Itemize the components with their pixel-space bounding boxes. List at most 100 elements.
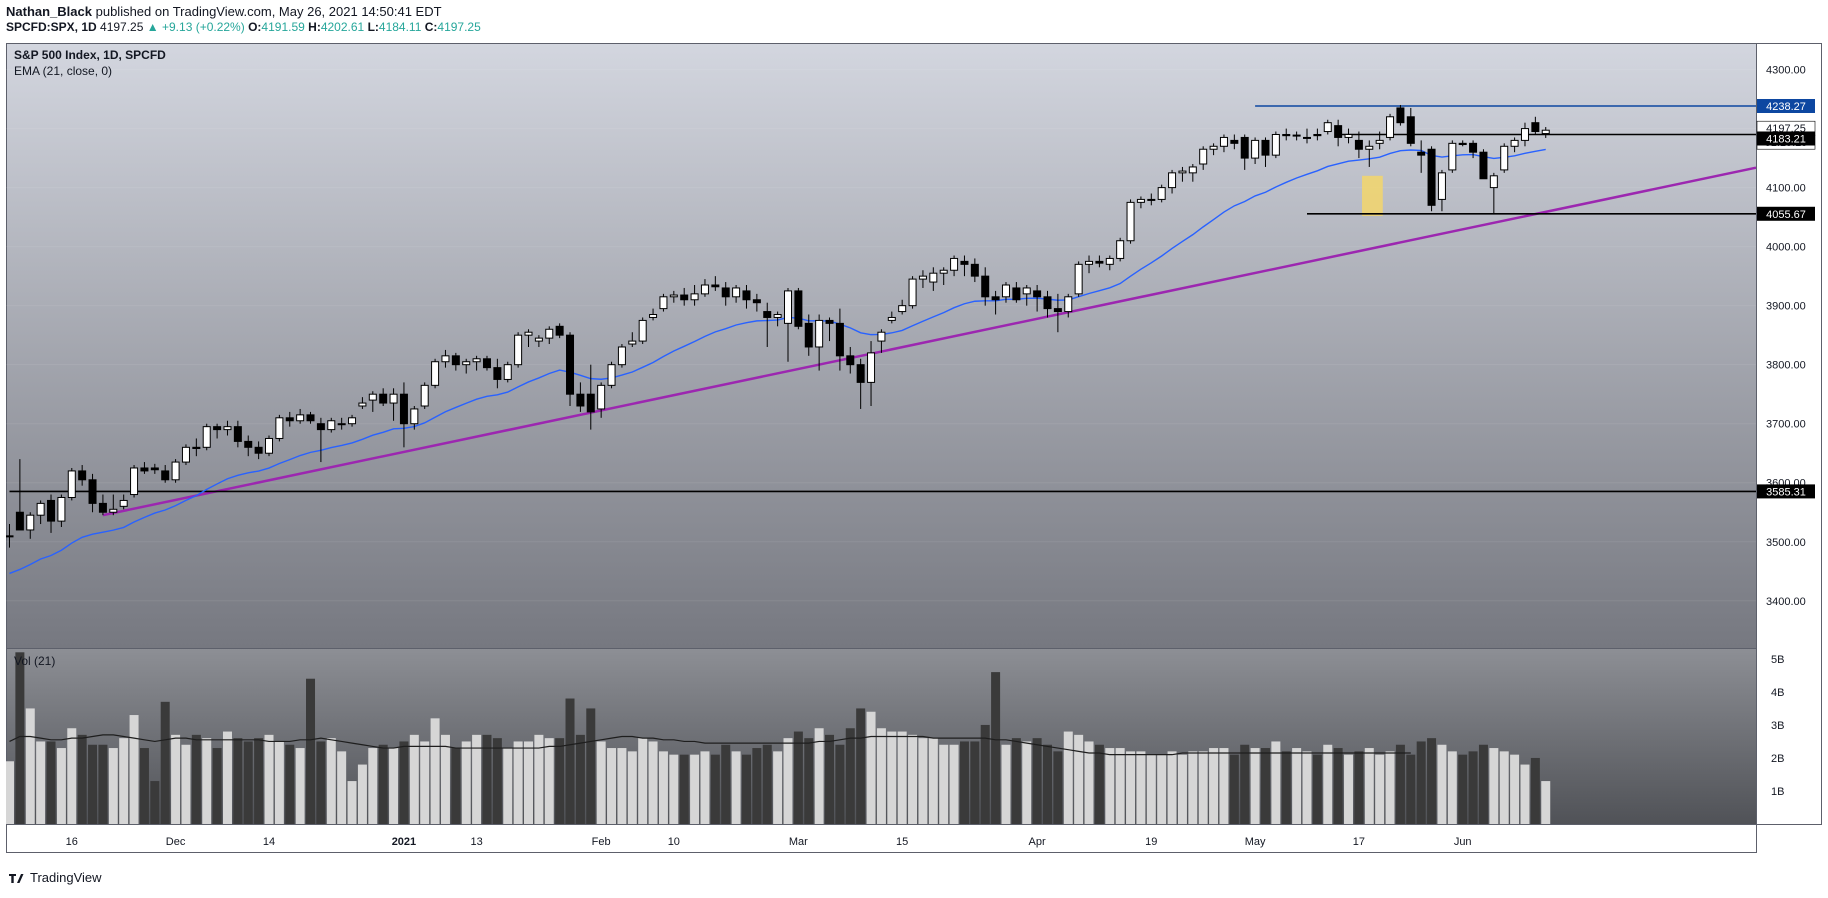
candle bbox=[285, 411, 294, 427]
candle bbox=[607, 361, 616, 389]
ema-legend: EMA (21, close, 0) bbox=[14, 64, 112, 78]
candle bbox=[109, 494, 118, 516]
candle-body bbox=[784, 290, 792, 324]
candle-body bbox=[669, 294, 678, 298]
price-chart[interactable]: 3400.003500.003600.003700.003800.003900.… bbox=[6, 43, 1822, 865]
volume-bar bbox=[1323, 744, 1333, 824]
volume-bar bbox=[638, 738, 648, 824]
candlesticks bbox=[6, 104, 1550, 548]
candle-body bbox=[659, 296, 668, 310]
high-value: 4202.61 bbox=[320, 20, 365, 34]
candle-body bbox=[929, 272, 938, 283]
candle bbox=[130, 465, 139, 498]
volume-bar bbox=[783, 738, 793, 824]
candle-body bbox=[161, 470, 170, 481]
candle-body bbox=[441, 355, 450, 363]
candle-body bbox=[877, 331, 886, 342]
candle-body bbox=[763, 311, 772, 318]
candle-body bbox=[721, 287, 730, 298]
candle bbox=[763, 302, 772, 347]
volume-bar bbox=[970, 741, 980, 824]
candle bbox=[431, 358, 440, 389]
candle-body bbox=[462, 361, 471, 366]
candle-body bbox=[57, 496, 66, 522]
candle bbox=[244, 435, 253, 457]
candle-body bbox=[1271, 133, 1280, 156]
candle bbox=[929, 267, 938, 291]
candle bbox=[1531, 116, 1540, 135]
candle bbox=[628, 332, 637, 347]
volume-bar bbox=[1385, 751, 1395, 824]
candle bbox=[254, 441, 263, 460]
volume-bar bbox=[866, 711, 876, 824]
price-label-text: 4238.27 bbox=[1766, 101, 1806, 113]
tradingview-footer[interactable]: TradingView bbox=[8, 870, 102, 885]
candle-body bbox=[316, 423, 325, 431]
price-label: 4055.67 bbox=[1757, 206, 1815, 221]
candle bbox=[991, 290, 1000, 315]
volume-bar bbox=[1240, 744, 1250, 824]
candle bbox=[690, 285, 699, 306]
time-axis[interactable] bbox=[6, 824, 1757, 853]
candle bbox=[939, 267, 948, 285]
volume-bar bbox=[1302, 751, 1312, 824]
candle bbox=[223, 420, 232, 436]
candle-body bbox=[1074, 263, 1083, 295]
candle bbox=[1136, 196, 1145, 209]
candle-body bbox=[6, 535, 14, 538]
candle-body bbox=[337, 423, 346, 426]
candle bbox=[1282, 128, 1291, 141]
candle bbox=[680, 287, 689, 306]
volume-tick-label: 1B bbox=[1771, 786, 1784, 798]
volume-bar bbox=[845, 728, 855, 824]
volume-bar bbox=[1395, 744, 1405, 824]
candle-body bbox=[1230, 139, 1239, 144]
candle bbox=[150, 463, 159, 474]
volume-bar bbox=[1271, 741, 1281, 824]
candle bbox=[36, 500, 45, 525]
candle bbox=[233, 420, 242, 448]
volume-bar bbox=[451, 748, 461, 824]
candle-body bbox=[1458, 142, 1467, 146]
candle bbox=[493, 358, 502, 389]
volume-bar bbox=[1146, 754, 1156, 824]
x-tick-label: 10 bbox=[668, 836, 680, 848]
candle-body bbox=[1469, 142, 1478, 153]
author-name[interactable]: Nathan_Black bbox=[6, 4, 92, 19]
candle bbox=[721, 282, 730, 306]
candle-body bbox=[1033, 290, 1042, 298]
volume-tick-label: 4B bbox=[1771, 687, 1784, 699]
volume-bar bbox=[565, 698, 575, 824]
volume-tick-label: 2B bbox=[1771, 753, 1784, 765]
candle-body bbox=[1053, 308, 1062, 313]
candle-body bbox=[119, 499, 128, 507]
y-tick-label: 3900.00 bbox=[1766, 301, 1806, 313]
candle bbox=[1012, 282, 1021, 303]
volume-bar bbox=[1032, 738, 1042, 824]
horizontal-levels bbox=[9, 105, 1756, 493]
candle bbox=[1541, 127, 1550, 138]
volume-bar bbox=[295, 748, 305, 824]
volume-bar bbox=[233, 738, 243, 824]
candle bbox=[711, 276, 720, 291]
volume-bar bbox=[285, 744, 295, 824]
volume-bar bbox=[835, 744, 845, 824]
candle-body bbox=[1323, 122, 1332, 133]
candle bbox=[1344, 128, 1353, 144]
candle-body bbox=[825, 319, 834, 324]
candle bbox=[181, 444, 190, 466]
volume-bar bbox=[991, 672, 1001, 824]
candle bbox=[1064, 293, 1073, 318]
candle bbox=[379, 388, 388, 406]
candle-body bbox=[1001, 284, 1010, 298]
candle-body bbox=[898, 305, 907, 313]
volume-bar bbox=[908, 734, 918, 824]
volume-bar bbox=[357, 764, 367, 824]
x-tick-label: 17 bbox=[1353, 836, 1365, 848]
candle bbox=[1168, 169, 1177, 194]
candle-body bbox=[804, 322, 813, 348]
volume-bar bbox=[1167, 751, 1177, 824]
publish-info: Nathan_Black published on TradingView.co… bbox=[6, 4, 442, 19]
price-axis[interactable] bbox=[1756, 43, 1822, 825]
candle-body bbox=[597, 384, 606, 410]
